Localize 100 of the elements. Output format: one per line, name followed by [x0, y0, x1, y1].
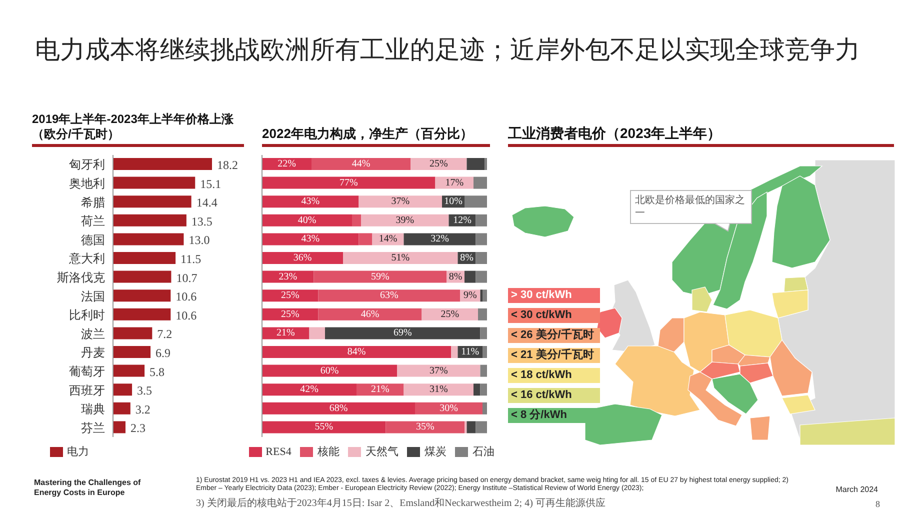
y-tick-label: 斯洛伐克: [57, 270, 105, 284]
data-label: 17%: [445, 177, 464, 188]
bar: [318, 308, 422, 320]
data-label: 15.1: [200, 176, 222, 191]
data-label: 36%: [293, 252, 312, 264]
bar: [451, 346, 458, 358]
data-label: 14.4: [196, 196, 218, 210]
data-label: 25%: [440, 308, 460, 320]
legend-label: 石油: [472, 445, 494, 459]
data-label: 30%: [440, 402, 458, 414]
y-tick-label: 奥地利: [69, 176, 105, 190]
bar: [474, 384, 480, 396]
bar: [410, 158, 467, 170]
data-label: 8%: [460, 252, 474, 264]
text: 8: [876, 499, 880, 510]
data-label: 6.9: [156, 346, 171, 360]
data-label: 23%: [278, 271, 298, 282]
data-label: 31%: [429, 384, 448, 396]
bar: [397, 364, 480, 377]
data-label: 13.5: [191, 214, 212, 228]
bar: [312, 158, 410, 170]
bar: [314, 270, 446, 283]
chart-title: 2019年上半年-2023年上半年价格上涨（欧分/千瓦时）: [32, 112, 234, 142]
data-label: 5.8: [150, 364, 165, 379]
data-label: 60%: [320, 365, 339, 376]
data-label: 3.5: [137, 384, 152, 398]
bar: [352, 214, 361, 226]
legend-label: 煤炭: [424, 445, 446, 459]
y-tick-label: 丹麦: [81, 346, 105, 360]
bar: [262, 214, 352, 226]
bar: [113, 364, 145, 377]
data-label: 37%: [391, 196, 410, 208]
category-label: < 16 ct/kWh: [511, 388, 572, 403]
data-label: 10%: [444, 196, 462, 208]
bar: [113, 158, 212, 170]
data-label: 11.5: [180, 252, 202, 266]
bar: [464, 196, 487, 208]
data-label: 43%: [301, 234, 320, 245]
bar: [309, 327, 325, 340]
y-tick-label: 比利时: [69, 308, 105, 322]
bar: [358, 233, 372, 246]
data-label: 25%: [280, 308, 300, 320]
bar: [113, 384, 132, 396]
bar: [404, 384, 474, 396]
legend-label: 电力: [67, 445, 89, 459]
bar: [262, 384, 356, 396]
y-tick-label: 德国: [81, 232, 105, 247]
bar: [480, 364, 487, 377]
data-label: 63%: [380, 290, 398, 302]
bar: [476, 233, 487, 246]
category-label: < 30 ct/kWh: [511, 308, 572, 323]
legend-label: 核能: [317, 445, 340, 459]
bar: [466, 421, 476, 434]
y-tick-label: 葡萄牙: [69, 364, 105, 378]
bar: [262, 346, 451, 358]
data-label: 21%: [370, 384, 390, 396]
bar: [404, 233, 476, 246]
legend-label: RES4: [266, 445, 292, 459]
bar: [343, 252, 458, 264]
bar: [262, 233, 359, 246]
data-label: 18.2: [217, 158, 238, 172]
data-label: 42%: [300, 384, 318, 396]
bar: [476, 252, 487, 264]
y-tick-label: 荷兰: [81, 214, 105, 228]
y-tick-label: 芬兰: [81, 420, 105, 435]
bar: [480, 327, 487, 340]
bar: [262, 290, 318, 302]
data-label: 68%: [329, 402, 348, 414]
data-label: 11%: [461, 346, 480, 358]
text: 北欧是价格最低的国家之一: [635, 194, 746, 220]
data-label: 46%: [360, 308, 380, 320]
bar: [464, 270, 476, 283]
bar: [262, 402, 415, 414]
data-label: 77%: [339, 177, 358, 188]
data-label: 10.7: [176, 270, 198, 285]
bar: [113, 176, 196, 189]
data-label: 44%: [352, 158, 370, 170]
bar: [113, 346, 151, 358]
category-label: > 30 ct/kWh: [511, 288, 572, 303]
data-label: 35%: [416, 422, 434, 433]
bar: [466, 158, 485, 170]
y-tick-label: 波兰: [81, 326, 105, 341]
bar: [318, 290, 460, 302]
bar: [113, 196, 192, 208]
data-label: 25%: [429, 158, 448, 170]
bar: [356, 384, 404, 396]
data-label: 7.2: [157, 327, 172, 342]
bar: [358, 196, 442, 208]
data-label: 9%: [463, 290, 477, 302]
chart-title: 2022年电力构成，净生产（百分比）: [262, 126, 473, 142]
bar: [262, 176, 436, 189]
bar: [113, 252, 176, 264]
bar: [262, 308, 318, 320]
data-label: 21%: [276, 328, 295, 339]
bar: [113, 308, 171, 320]
bar: [482, 346, 487, 358]
data-label: 55%: [314, 422, 334, 433]
data-label: 43%: [301, 196, 320, 208]
data-label: 13.0: [188, 233, 210, 248]
bar: [482, 402, 487, 414]
